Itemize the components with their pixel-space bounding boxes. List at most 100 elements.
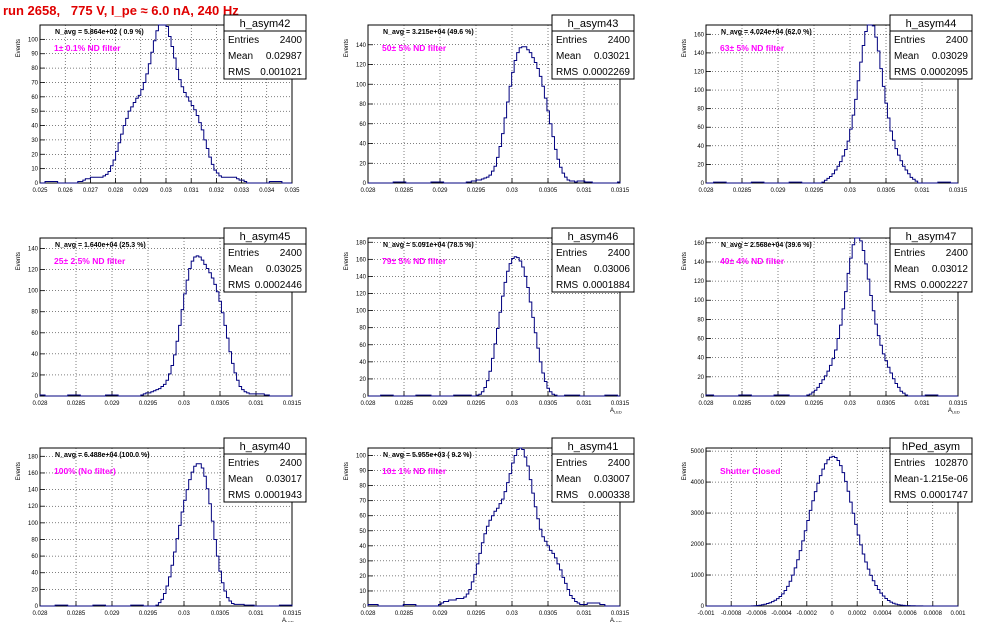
x-tick-label: -0.0006	[746, 611, 767, 617]
stats-key-entries: Entries	[556, 458, 587, 469]
y-tick-label: 20	[359, 377, 366, 383]
x-tick-label: 0.0305	[211, 611, 230, 617]
stats-key-entries: Entries	[556, 35, 587, 46]
y-tick-label: 40	[31, 124, 38, 130]
histogram-series-h_asym43	[368, 46, 621, 184]
filter-annotation: 40± 4% ND filter	[720, 256, 785, 266]
y-tick-label: 80	[359, 326, 366, 332]
x-axis-label-subscript: LED	[952, 410, 960, 415]
histogram-name: h_asym46	[568, 231, 619, 243]
stats-value-rms: 0.000338	[588, 490, 630, 501]
histogram-series-h_asym40	[40, 463, 293, 607]
y-axis-label: Events	[16, 252, 22, 270]
histogram-name: h_asym41	[568, 441, 619, 453]
stats-key-mean: Mean	[894, 51, 919, 62]
y-tick-label: 100	[694, 88, 705, 94]
y-tick-label: 140	[694, 51, 705, 57]
x-tick-label: -0.0002	[797, 611, 818, 617]
x-tick-label: 0.0295	[467, 401, 486, 407]
x-tick-label: 0.0285	[67, 611, 86, 617]
stats-key-entries: Entries	[228, 248, 259, 259]
x-tick-label: 0.0315	[949, 401, 968, 407]
x-tick-label: 0.025	[32, 188, 48, 194]
stats-value-entries: 2400	[946, 248, 969, 259]
stats-box-frame	[889, 14, 973, 80]
x-tick-label: 0.031	[248, 401, 264, 407]
stats-key-rms: RMS	[894, 490, 917, 501]
y-axis-label: Events	[682, 462, 688, 480]
x-tick-label: 0.0295	[805, 401, 824, 407]
stats-value-entries: 2400	[280, 248, 303, 259]
x-tick-label: 0.029	[432, 401, 448, 407]
stats-box: h_asym45 Entries 2400 Mean 0.03025 RMS 0.00024…	[223, 227, 307, 293]
y-tick-label: 40	[31, 352, 38, 358]
x-tick-label: 0.0008	[924, 611, 943, 617]
y-tick-label: 20	[359, 574, 366, 580]
y-axis-label: Events	[344, 462, 350, 480]
histogram-series-h_asym46	[368, 256, 620, 397]
histogram-name: h_asym42	[240, 18, 291, 30]
x-tick-label: 0.0315	[949, 188, 968, 194]
y-tick-label: 40	[697, 144, 704, 150]
histogram-panel-h_asym43: 0.028 0.0285 0.029 0.0295 0.03 0.0305 0.031 0.0…	[344, 14, 635, 194]
filter-annotation: Shutter Closed	[720, 466, 780, 476]
filter-annotation: 10± 1% ND filter	[382, 466, 447, 476]
x-tick-label: 0.031	[914, 401, 930, 407]
y-tick-label: 40	[359, 142, 366, 148]
y-tick-label: 70	[359, 499, 366, 505]
x-tick-label: 0.029	[770, 401, 786, 407]
stats-key-rms: RMS	[556, 67, 579, 78]
y-tick-label: 0	[701, 604, 705, 610]
x-tick-label: 0.0315	[611, 188, 630, 194]
navg-label: N_avg = 6.488e+04 (100.0 %)	[55, 452, 150, 459]
stats-key-rms: RMS	[894, 280, 917, 291]
y-tick-label: 90	[31, 52, 38, 58]
x-tick-label: 0.033	[234, 188, 250, 194]
stats-value-mean: 0.03007	[594, 474, 631, 485]
stats-box: h_asym46 Entries 2400 Mean 0.03006 RMS 0.00018…	[551, 227, 635, 293]
y-tick-label: 0	[363, 181, 367, 187]
x-tick-label: 0.035	[284, 188, 300, 194]
y-tick-label: 90	[359, 469, 366, 475]
stats-value-rms: 0.0001884	[583, 280, 631, 291]
y-tick-label: 160	[694, 32, 705, 38]
stats-value-entries: 2400	[946, 35, 969, 46]
stats-key-rms: RMS	[228, 280, 251, 291]
x-tick-label: 0.0006	[898, 611, 917, 617]
histogram-name: h_asym45	[240, 231, 291, 243]
x-tick-label: 0.03	[178, 611, 190, 617]
x-tick-label: 0.0315	[283, 401, 302, 407]
x-tick-label: 0.028	[360, 188, 376, 194]
y-tick-label: 2000	[691, 542, 705, 548]
stats-key-entries: Entries	[894, 35, 925, 46]
navg-label: N_avg = 3.215e+04 (49.6 %)	[383, 29, 474, 36]
stats-value-rms: 0.0002269	[583, 67, 631, 78]
x-axis-label: ALED	[282, 618, 294, 622]
y-tick-label: 80	[359, 102, 366, 108]
y-tick-label: 140	[356, 43, 367, 49]
x-tick-label: 0.0305	[877, 188, 896, 194]
y-tick-label: 0	[363, 394, 367, 400]
filter-annotation: 1± 0.1% ND filter	[54, 43, 121, 53]
y-tick-label: 50	[359, 529, 366, 535]
navg-label: N_avg = 1.640e+04 (25.3 %)	[55, 242, 146, 249]
histogram-name: h_asym47	[906, 231, 957, 243]
stats-key-mean: Mean	[556, 474, 581, 485]
histogram-panel-h_asym46: 0.028 0.0285 0.029 0.0295 0.03 0.0305 0.031 0.0…	[344, 227, 635, 415]
stats-box: h_asym47 Entries 2400 Mean 0.03012 RMS 0.00022…	[889, 227, 973, 293]
stats-value-mean: 0.02987	[266, 51, 303, 62]
x-axis-label-subscript: LED	[614, 620, 622, 622]
histogram-panel-h_asym47: 0.028 0.0285 0.029 0.0295 0.03 0.0305 0.031 0.0…	[682, 227, 973, 415]
x-axis-label: ALED	[610, 408, 622, 415]
x-axis-label: ALED	[610, 618, 622, 622]
stats-value-entries: 2400	[608, 458, 631, 469]
stats-key-mean: Mean	[228, 264, 253, 275]
stats-box-frame	[551, 437, 635, 503]
stats-box-frame	[223, 227, 307, 293]
stats-box: h_asym41 Entries 2400 Mean 0.03007 RMS 0.00033…	[551, 437, 635, 503]
y-tick-label: 120	[28, 268, 39, 274]
navg-label: N_avg = 2.568e+04 (39.6 %)	[721, 242, 812, 249]
navg-label: N_avg = 5.091e+04 (78.5 %)	[383, 242, 474, 249]
histogram-name: h_asym43	[568, 18, 619, 30]
x-axis-label: ALED	[948, 408, 960, 415]
